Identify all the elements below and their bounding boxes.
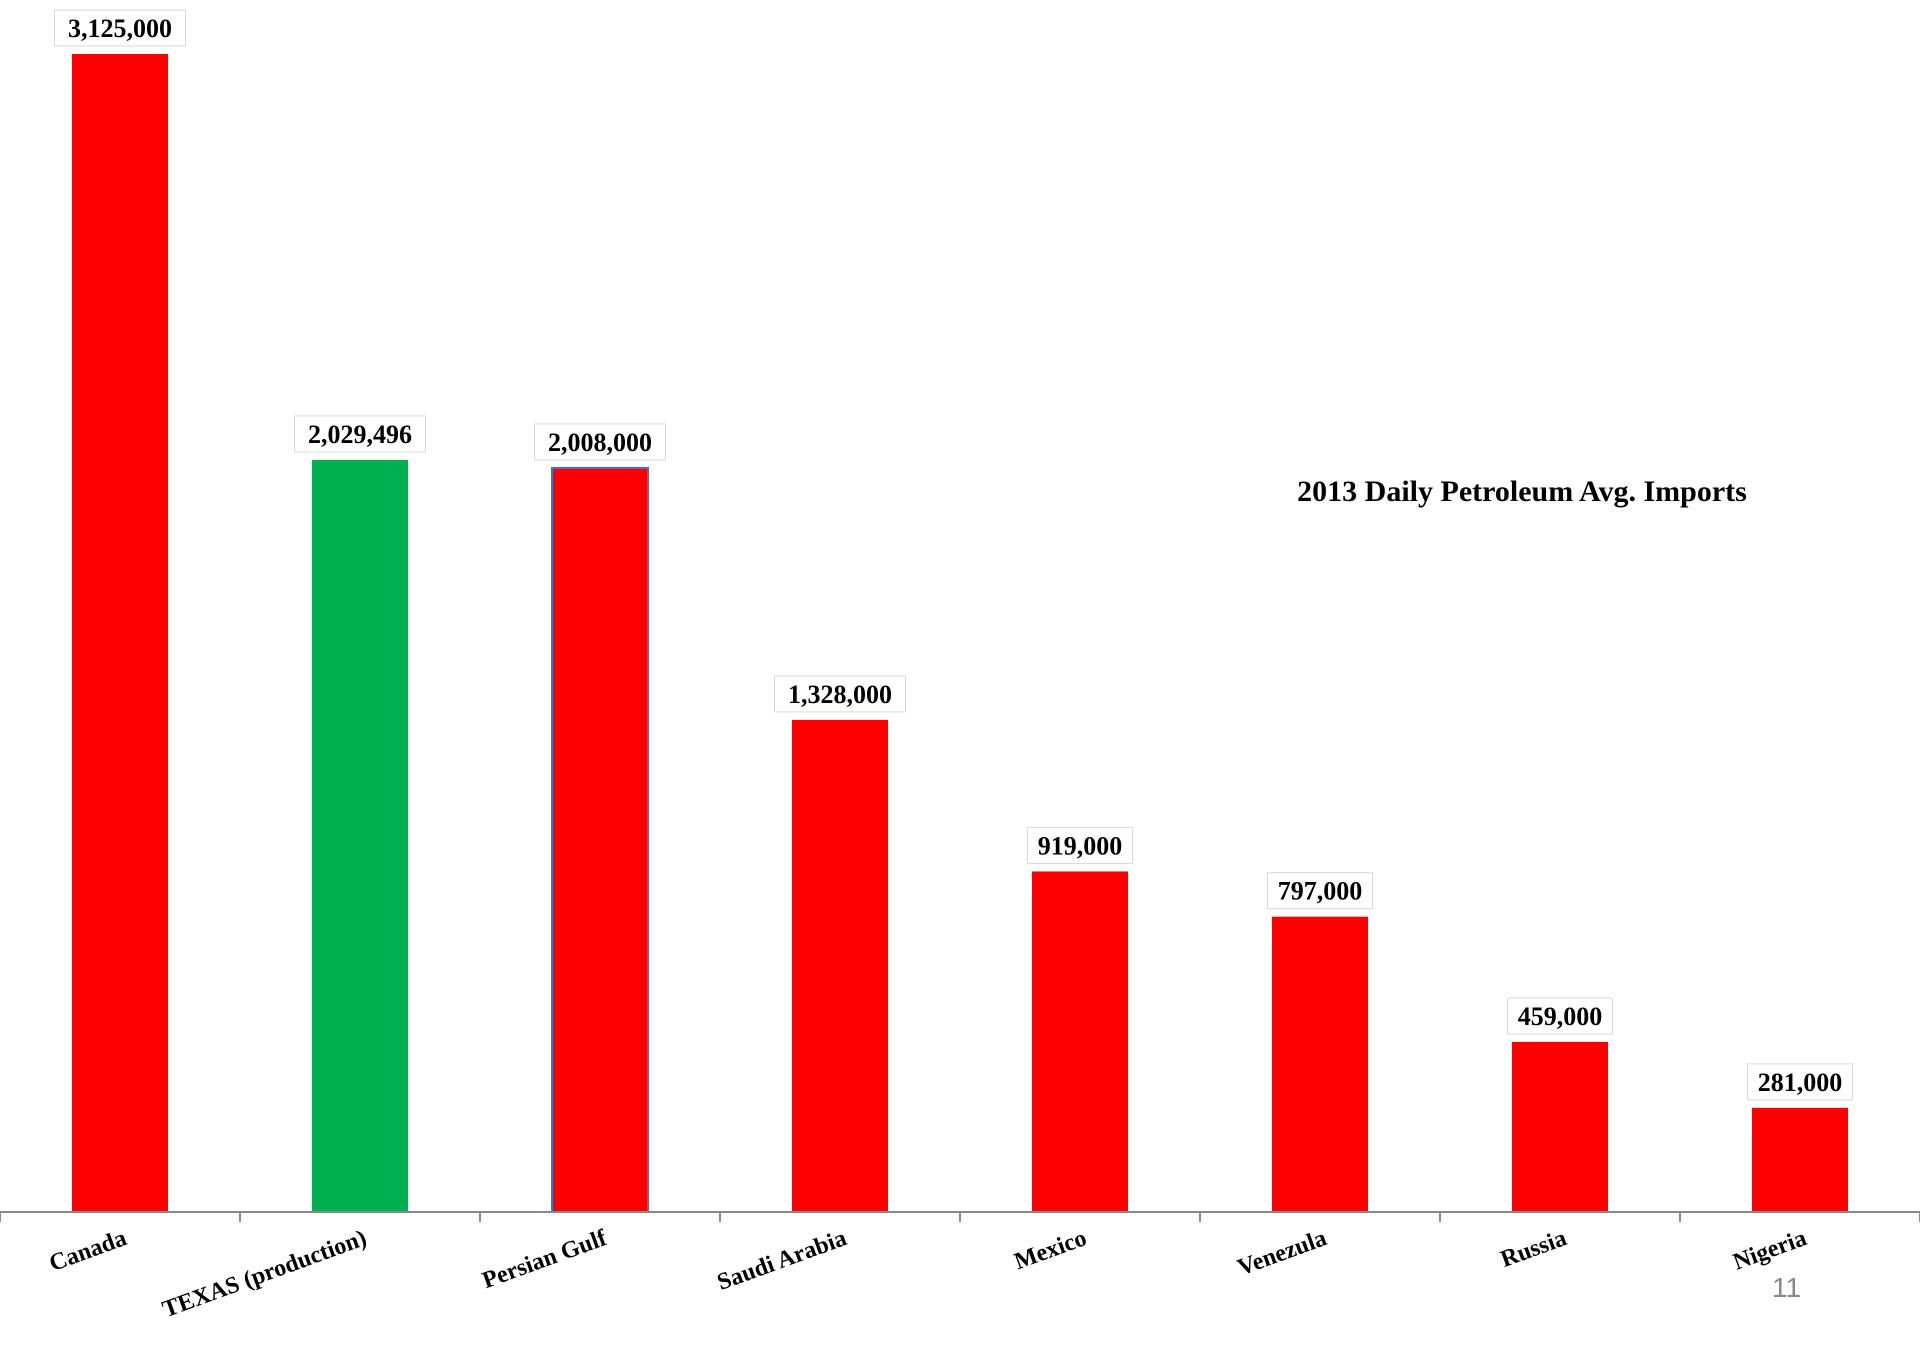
category-label: Mexico <box>1011 1225 1090 1275</box>
category-label: Persian Gulf <box>479 1225 611 1294</box>
value-label: 2,029,496 <box>294 415 426 453</box>
value-label-text: 797,000 <box>1278 877 1363 906</box>
category-label: Venezula <box>1234 1225 1330 1281</box>
category-label: Canada <box>46 1225 130 1277</box>
bar-russia <box>1512 1041 1608 1212</box>
value-label-box <box>54 9 186 47</box>
x-axis-ticks <box>0 1212 1920 1222</box>
bar-saudi-arabia <box>792 719 888 1212</box>
category-labels-group: Canada TEXAS (production) Persian Gulf Saud… <box>46 1225 1810 1323</box>
chart-title: 2013 Daily Petroleum Avg. Imports <box>1297 475 1747 508</box>
category-label: Saudi Arabia <box>714 1225 850 1296</box>
value-label-text: 3,125,000 <box>68 14 172 43</box>
value-label: 281,000 <box>1747 1063 1853 1101</box>
bar-mexico <box>1032 871 1128 1212</box>
page-number: 11 <box>1772 1272 1802 1303</box>
value-label-box <box>1267 872 1373 910</box>
category-label: Nigeria <box>1730 1225 1810 1275</box>
bar-nigeria <box>1752 1107 1848 1212</box>
category-label: TEXAS (production) <box>159 1225 370 1323</box>
value-label-box <box>1747 1063 1853 1101</box>
value-label-box <box>1507 997 1613 1035</box>
value-labels-group: 3,125,000 2,029,496 2,008,000 1,328,000 919,… <box>54 9 1853 1101</box>
value-label-text: 2,029,496 <box>308 420 412 449</box>
bar-venezula <box>1272 916 1368 1212</box>
bars-group <box>72 54 1848 1213</box>
value-label-text: 2,008,000 <box>548 428 652 457</box>
value-label-text: 281,000 <box>1758 1068 1843 1097</box>
value-label: 797,000 <box>1267 872 1373 910</box>
value-label-box <box>1027 826 1133 864</box>
value-label-text: 919,000 <box>1038 831 1123 860</box>
value-label-box <box>774 675 906 713</box>
value-label: 2,008,000 <box>534 423 666 461</box>
value-label: 919,000 <box>1027 826 1133 864</box>
bar-texas-production <box>312 459 408 1212</box>
value-label: 459,000 <box>1507 997 1613 1035</box>
value-label-box <box>534 423 666 461</box>
value-label-box <box>294 415 426 453</box>
bar-persian-gulf <box>551 466 649 1213</box>
value-label: 1,328,000 <box>774 675 906 713</box>
value-label: 3,125,000 <box>54 9 186 47</box>
bar-canada <box>72 54 168 1212</box>
value-label-text: 459,000 <box>1518 1002 1603 1031</box>
value-label-text: 1,328,000 <box>788 680 892 709</box>
category-label: Russia <box>1497 1225 1570 1273</box>
